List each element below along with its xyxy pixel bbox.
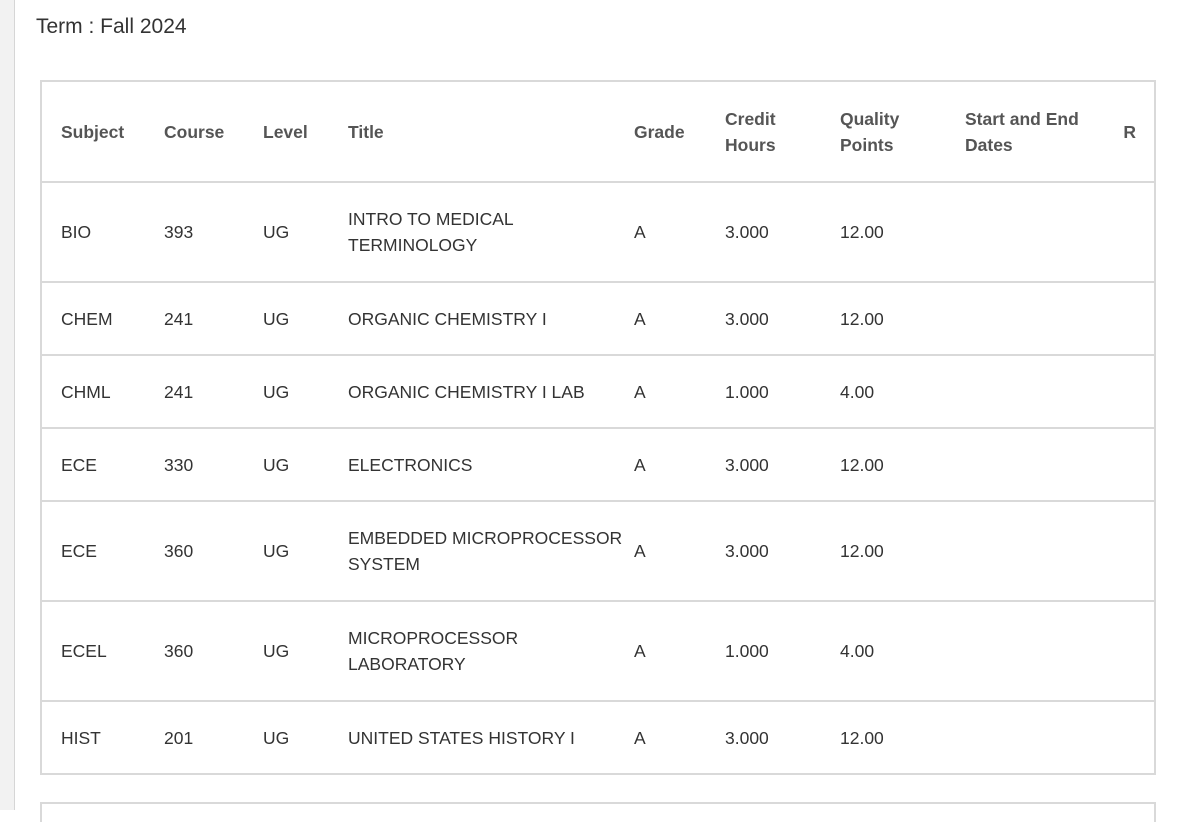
cell-r — [1105, 701, 1154, 773]
cell-quality-points: 4.00 — [840, 601, 965, 702]
cell-quality-points: 4.00 — [840, 355, 965, 429]
cell-level: UG — [263, 601, 348, 702]
course-grades-table: Subject Course Level Title Grade Credit … — [40, 80, 1156, 775]
cell-r — [1105, 182, 1154, 283]
cell-grade: A — [634, 501, 725, 602]
cell-course: 201 — [164, 727, 194, 748]
cell-grade: A — [634, 727, 646, 748]
cell-subject: ECEL — [42, 601, 164, 702]
header-credit-hours-line1: Credit — [725, 108, 776, 129]
cell-subject: BIO — [42, 182, 164, 283]
table-row: HIST 201 UG UNITED STATES HISTORY I A 3.… — [42, 701, 1154, 773]
cell-quality-points: 12.00 — [840, 501, 965, 602]
table-row: CHEM 241 UG ORGANIC CHEMISTRY I A 3.000 … — [42, 282, 1154, 356]
cell-level: UG — [263, 727, 290, 748]
cell-course: 393 — [164, 182, 263, 283]
header-grade[interactable]: Grade — [634, 82, 725, 183]
header-quality-points-line1: Quality — [840, 108, 900, 129]
cell-credit-hours: 3.000 — [725, 501, 840, 602]
cell-grade: A — [634, 601, 725, 702]
table-row: ECE 360 UG EMBEDDED MICROPROCESSOR SYSTE… — [42, 501, 1154, 602]
cell-dates — [965, 355, 1105, 429]
table-row: BIO 393 UG INTRO TO MEDICAL TERMINOLOGY … — [42, 182, 1154, 283]
next-section-box — [40, 802, 1156, 822]
cell-level: UG — [263, 501, 348, 602]
cell-course: 330 — [164, 428, 263, 502]
cell-title: UNITED STATES HISTORY I — [348, 727, 575, 748]
left-panel-border — [0, 0, 15, 810]
cell-level: UG — [263, 428, 348, 502]
header-credit-hours[interactable]: Credit Hours — [725, 82, 840, 183]
cell-dates — [965, 701, 1105, 773]
cell-level: UG — [263, 355, 348, 429]
cell-credit-hours: 3.000 — [725, 282, 840, 356]
grades-table: Subject Course Level Title Grade Credit … — [42, 82, 1154, 773]
cell-course: 360 — [164, 501, 263, 602]
cell-credit-hours: 3.000 — [725, 428, 840, 502]
term-label: Term : Fall 2024 — [36, 15, 187, 38]
cell-dates — [965, 428, 1105, 502]
cell-credit-hours: 1.000 — [725, 601, 840, 702]
cell-title: ORGANIC CHEMISTRY I — [348, 282, 634, 356]
cell-subject: ECE — [42, 428, 164, 502]
header-r[interactable]: R — [1105, 82, 1154, 183]
cell-level: UG — [263, 282, 348, 356]
cell-course: 241 — [164, 282, 263, 356]
cell-grade: A — [634, 355, 725, 429]
header-quality-points-line2: Points — [840, 134, 894, 155]
table-header-row: Subject Course Level Title Grade Credit … — [42, 82, 1154, 183]
header-start-end-dates[interactable]: Start and End Dates — [965, 82, 1105, 183]
cell-course: 241 — [164, 355, 263, 429]
cell-subject: CHEM — [42, 282, 164, 356]
table-row: ECEL 360 UG MICROPROCESSOR LABORATORY A … — [42, 601, 1154, 702]
cell-title: EMBEDDED MICROPROCESSOR SYSTEM — [348, 501, 634, 602]
cell-subject: ECE — [42, 501, 164, 602]
cell-subject: CHML — [42, 355, 164, 429]
cell-dates — [965, 501, 1105, 602]
header-credit-hours-line2: Hours — [725, 134, 776, 155]
cell-dates — [965, 182, 1105, 283]
cell-r — [1105, 501, 1154, 602]
header-dates-line1: Start and End — [965, 108, 1079, 129]
table-row: ECE 330 UG ELECTRONICS A 3.000 12.00 — [42, 428, 1154, 502]
cell-title: MICROPROCESSOR LABORATORY — [348, 601, 634, 702]
cell-quality-points: 12.00 — [840, 727, 884, 748]
cell-r — [1105, 355, 1154, 429]
header-dates-line2: Dates — [965, 134, 1013, 155]
cell-dates — [965, 282, 1105, 356]
cell-r — [1105, 428, 1154, 502]
cell-course: 360 — [164, 601, 263, 702]
cell-dates — [965, 601, 1105, 702]
header-level[interactable]: Level — [263, 82, 348, 183]
cell-r — [1105, 601, 1154, 702]
cell-level: UG — [263, 182, 348, 283]
header-title[interactable]: Title — [348, 82, 634, 183]
cell-credit-hours: 3.000 — [725, 727, 769, 748]
cell-subject: HIST — [61, 727, 101, 748]
cell-quality-points: 12.00 — [840, 428, 965, 502]
cell-grade: A — [634, 182, 725, 283]
cell-grade: A — [634, 282, 725, 356]
cell-quality-points: 12.00 — [840, 282, 965, 356]
cell-r — [1105, 282, 1154, 356]
cell-credit-hours: 1.000 — [725, 355, 840, 429]
cell-title: ELECTRONICS — [348, 428, 634, 502]
table-row: CHML 241 UG ORGANIC CHEMISTRY I LAB A 1.… — [42, 355, 1154, 429]
cell-grade: A — [634, 428, 725, 502]
header-quality-points[interactable]: Quality Points — [840, 82, 965, 183]
cell-title: ORGANIC CHEMISTRY I LAB — [348, 355, 634, 429]
cell-title: INTRO TO MEDICAL TERMINOLOGY — [348, 182, 634, 283]
cell-quality-points: 12.00 — [840, 182, 965, 283]
header-course[interactable]: Course — [164, 82, 263, 183]
header-subject[interactable]: Subject — [42, 82, 164, 183]
cell-credit-hours: 3.000 — [725, 182, 840, 283]
